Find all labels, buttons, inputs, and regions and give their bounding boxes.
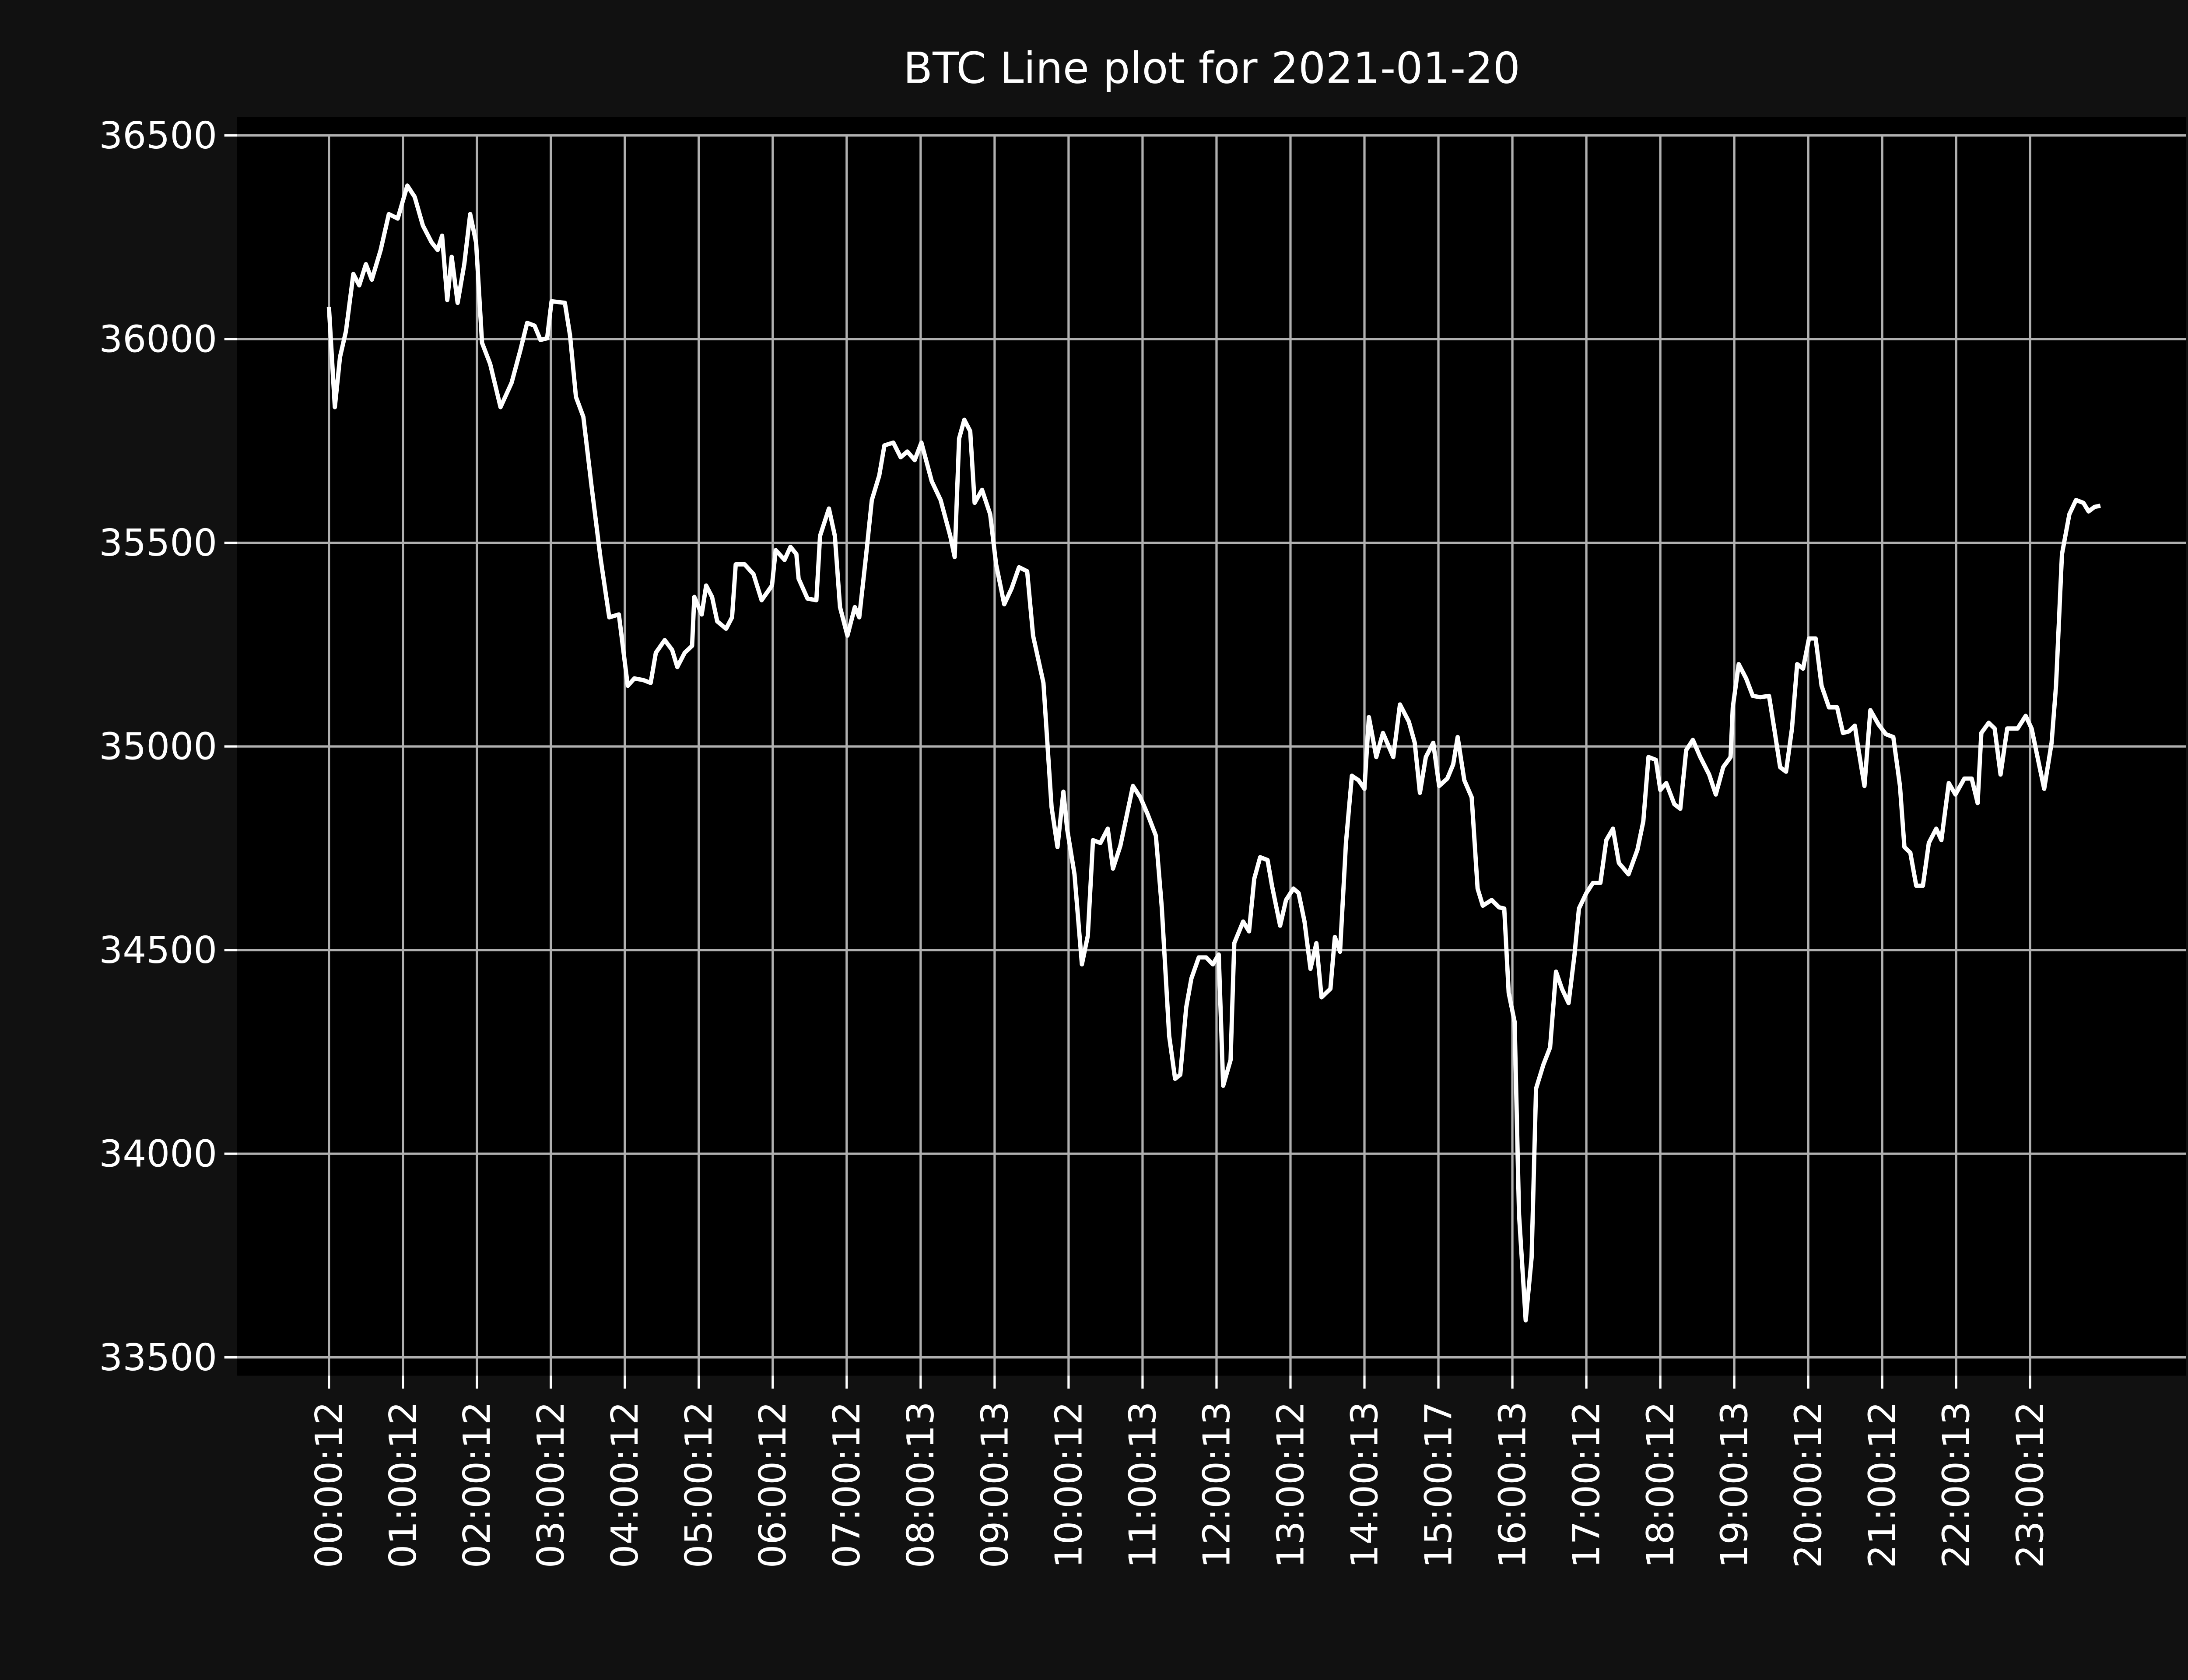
x-tick-label: 05:00:12: [677, 1401, 721, 1568]
y-tick-label: 36500: [99, 114, 217, 158]
x-tick-label: 21:00:12: [1861, 1401, 1904, 1568]
x-tick-label: 15:00:17: [1417, 1401, 1460, 1568]
x-tick-label: 08:00:13: [899, 1401, 943, 1568]
x-tick-label: 03:00:12: [529, 1401, 573, 1568]
y-tick-label: 35500: [99, 522, 217, 565]
x-tick-label: 19:00:13: [1713, 1401, 1757, 1568]
x-tick-label: 16:00:13: [1491, 1401, 1534, 1568]
y-tick-label: 34000: [99, 1132, 217, 1176]
x-tick-label: 14:00:13: [1343, 1401, 1386, 1568]
y-tick-label: 33500: [99, 1336, 217, 1379]
x-tick-label: 10:00:12: [1047, 1401, 1090, 1568]
x-tick-label: 11:00:13: [1121, 1401, 1164, 1568]
x-tick-label: 06:00:12: [751, 1401, 795, 1568]
price-line: [326, 183, 2101, 1323]
y-tick-label: 36000: [99, 318, 217, 361]
x-tick-label: 09:00:13: [973, 1401, 1017, 1568]
x-tick-label: 01:00:12: [382, 1401, 425, 1568]
x-tick-label: 00:00:12: [308, 1401, 351, 1568]
x-tick-label: 22:00:13: [1935, 1401, 1978, 1568]
x-tick-label: 13:00:12: [1269, 1401, 1312, 1568]
chart-title: BTC Line plot for 2021-01-20: [903, 43, 1520, 93]
x-tick-label: 07:00:12: [825, 1401, 869, 1568]
x-tick-label: 04:00:12: [603, 1401, 647, 1568]
x-tick-label: 23:00:12: [2009, 1401, 2052, 1568]
y-tick-label: 35000: [99, 725, 217, 769]
y-tick-label: 34500: [99, 929, 217, 972]
x-tick-label: 17:00:12: [1565, 1401, 1608, 1568]
x-tick-label: 02:00:12: [456, 1401, 499, 1568]
x-tick-label: 18:00:12: [1639, 1401, 1683, 1568]
x-tick-label: 12:00:13: [1195, 1401, 1238, 1568]
x-tick-label: 20:00:12: [1787, 1401, 1830, 1568]
